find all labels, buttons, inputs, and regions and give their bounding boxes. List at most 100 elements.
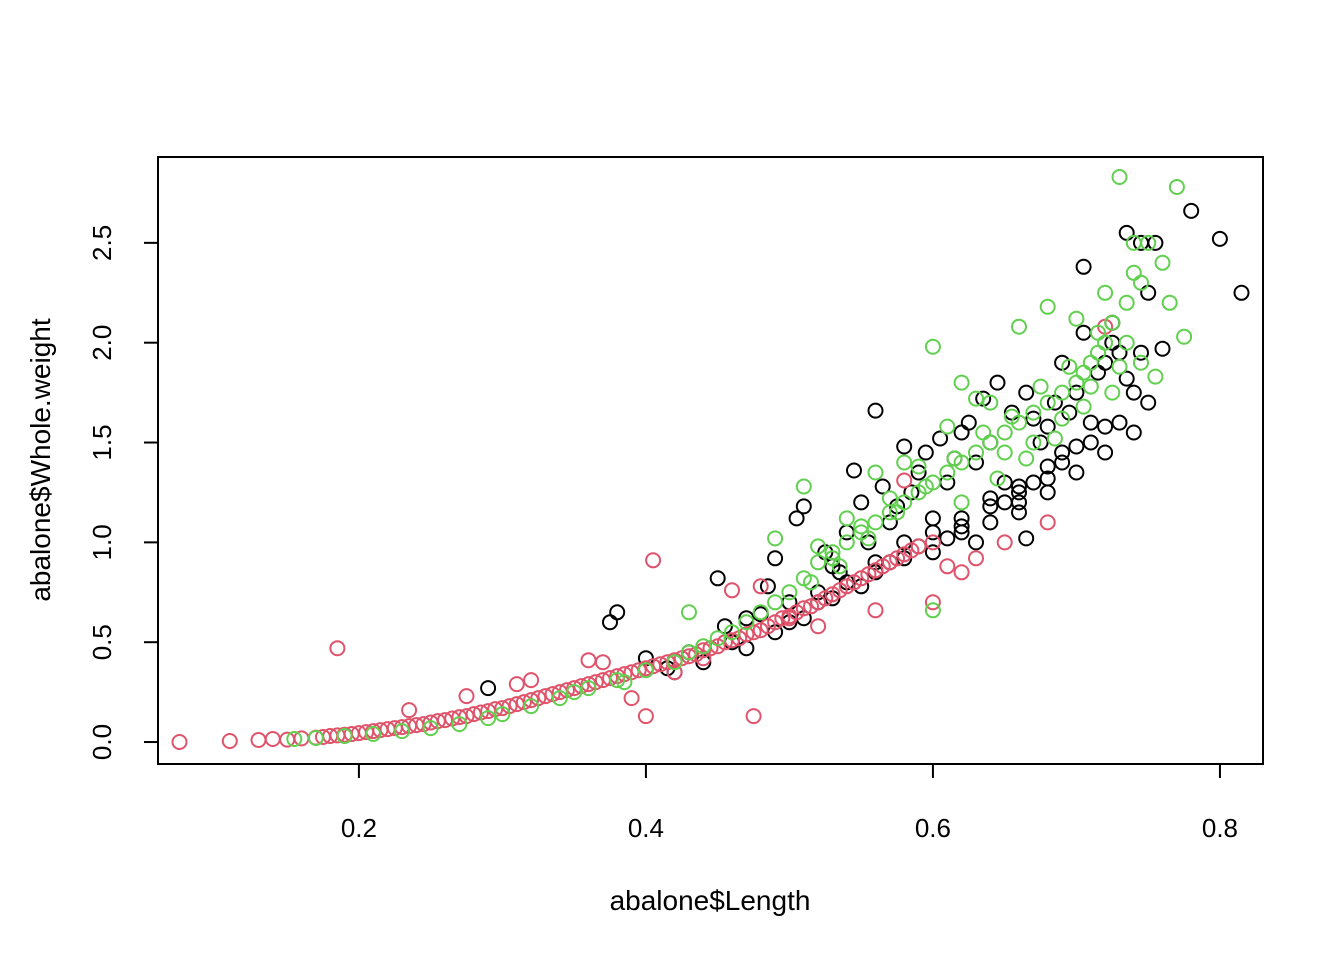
data-point: [910, 538, 927, 555]
data-point: [1075, 258, 1092, 275]
data-point: [451, 716, 468, 733]
data-point: [795, 600, 812, 617]
data-point: [917, 478, 934, 495]
x-tick-label: 0.8: [1202, 813, 1238, 843]
data-point: [494, 706, 511, 723]
data-point: [1154, 340, 1171, 357]
y-tick-label: 1.5: [87, 424, 117, 460]
data-point: [681, 644, 697, 661]
data-point: [422, 720, 439, 737]
data-point: [637, 662, 654, 679]
data-point: [724, 624, 740, 641]
data-point: [1068, 374, 1085, 391]
plot-frame: [157, 156, 1264, 765]
data-point: [968, 534, 984, 551]
data-point: [724, 582, 740, 599]
data-point: [666, 654, 683, 671]
data-point: [960, 414, 977, 431]
data-point: [1118, 294, 1135, 311]
data-point: [1176, 328, 1193, 345]
data-points: [171, 169, 1250, 750]
data-point: [953, 494, 970, 511]
data-point: [1039, 418, 1056, 435]
data-point: [745, 708, 762, 725]
x-axis: 0.2 0.4 0.6 0.8: [341, 763, 1238, 843]
data-point: [1097, 444, 1114, 461]
data-point: [910, 458, 927, 475]
data-point: [630, 662, 647, 679]
data-point: [924, 534, 941, 551]
data-point: [1032, 434, 1049, 451]
data-point: [1068, 310, 1085, 327]
data-point: [982, 490, 999, 507]
data-point: [1025, 434, 1042, 451]
data-point: [1140, 394, 1157, 411]
data-point: [286, 731, 303, 747]
data-point: [953, 518, 970, 535]
data-point: [803, 574, 819, 591]
data-point: [336, 728, 353, 744]
data-point: [1003, 408, 1020, 425]
data-point: [365, 726, 382, 742]
data-point: [1090, 324, 1106, 341]
data-point: [480, 680, 497, 697]
data-point: [838, 510, 855, 527]
data-point: [1061, 358, 1078, 375]
data-point: [781, 610, 798, 627]
data-point: [1054, 410, 1071, 427]
data-point: [1154, 254, 1171, 271]
data-point: [788, 510, 805, 527]
y-tick-label: 2.5: [87, 225, 117, 261]
data-point: [1097, 418, 1114, 435]
data-point: [968, 390, 984, 407]
data-point: [1090, 364, 1106, 381]
data-point: [982, 498, 999, 515]
data-point: [939, 558, 956, 575]
data-point: [1011, 504, 1027, 521]
data-point: [1133, 344, 1149, 361]
data-point: [867, 464, 884, 481]
data-point: [508, 676, 525, 693]
data-point: [781, 584, 798, 601]
y-tick-label: 2.0: [87, 325, 117, 361]
data-point: [752, 604, 769, 621]
data-point: [795, 498, 812, 515]
data-point: [1082, 378, 1099, 395]
data-point: [917, 444, 934, 461]
data-point: [1161, 294, 1178, 311]
data-point: [1111, 169, 1128, 185]
data-point: [1133, 274, 1149, 291]
data-point: [1018, 530, 1035, 547]
data-point: [738, 614, 755, 631]
data-point: [867, 602, 884, 619]
data-point: [1011, 484, 1027, 501]
data-point: [896, 438, 913, 455]
data-point: [1125, 264, 1142, 281]
data-point: [1118, 334, 1135, 351]
data-point: [1082, 414, 1099, 431]
data-point: [1147, 368, 1164, 385]
data-point: [1039, 458, 1056, 475]
data-point: [924, 510, 941, 527]
data-point: [523, 698, 540, 715]
data-point: [1168, 179, 1185, 195]
data-point: [1140, 284, 1157, 301]
data-point: [1233, 284, 1250, 301]
data-point: [889, 504, 906, 521]
data-point: [1018, 384, 1035, 401]
data-point: [1068, 464, 1085, 481]
data-point: [1118, 224, 1135, 241]
data-point: [1125, 424, 1142, 441]
data-point: [637, 708, 654, 725]
data-point: [896, 472, 913, 489]
data-point: [953, 510, 970, 527]
data-point: [1075, 364, 1092, 381]
data-point: [860, 530, 877, 547]
data-point: [709, 630, 726, 647]
y-tick-label: 0.0: [87, 724, 117, 760]
data-point: [953, 424, 970, 441]
data-point: [594, 654, 611, 671]
data-point: [968, 550, 984, 567]
data-point: [1125, 384, 1142, 401]
data-point: [1018, 450, 1035, 467]
